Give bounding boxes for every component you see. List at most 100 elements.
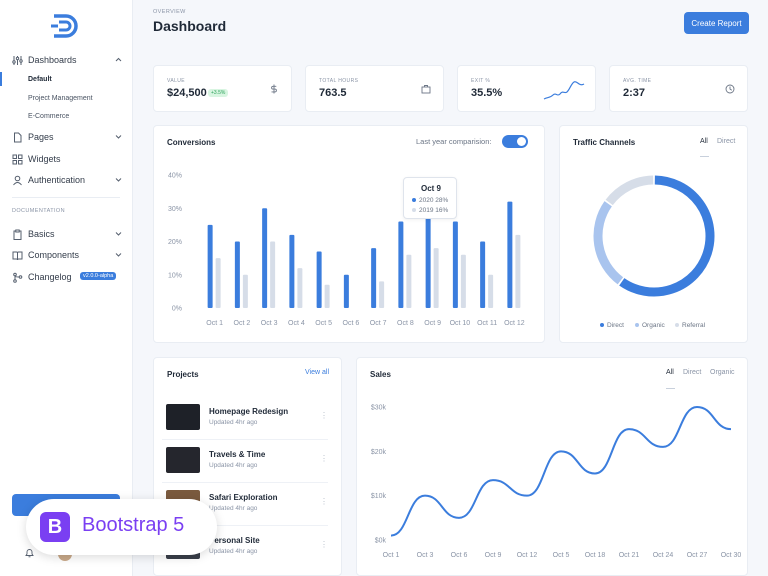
bar-2019 bbox=[297, 268, 303, 308]
sidebar-subitem-default[interactable]: Default bbox=[28, 76, 52, 83]
x-tick-label: Oct 5 bbox=[553, 552, 570, 559]
bar-2019 bbox=[270, 241, 276, 308]
bar-2020 bbox=[207, 224, 213, 308]
y-tick-label: 30% bbox=[168, 206, 182, 213]
conversions-bar-chart: 0% 10% 20% 30% 40% Oct 1 Oct 2 Oct 3 Oct 4 Oct 5 O… bbox=[168, 173, 525, 328]
tab-all[interactable]: All bbox=[666, 369, 674, 376]
x-tick-label: Oct 12 bbox=[517, 552, 538, 559]
comparison-toggle-label: Last year comparision: bbox=[416, 137, 492, 146]
chevron-down-icon bbox=[115, 232, 122, 236]
x-tick-label: Oct 24 bbox=[653, 552, 674, 559]
dollar-icon bbox=[271, 84, 277, 94]
sidebar-item-label: Changelog bbox=[28, 272, 72, 282]
project-updated: Updated 4hr ago bbox=[209, 419, 258, 426]
y-tick-label: $30k bbox=[371, 405, 387, 412]
sidebar-heading-documentation: DOCUMENTATION bbox=[12, 208, 65, 214]
active-indicator bbox=[0, 72, 2, 86]
project-name[interactable]: Personal Site bbox=[209, 536, 260, 545]
sidebar-subitem-ecommerce[interactable]: E-Commerce bbox=[28, 113, 70, 120]
x-tick-label: Oct 5 bbox=[315, 320, 332, 327]
tab-all[interactable]: All bbox=[700, 138, 708, 145]
bootstrap-label: Bootstrap 5 bbox=[82, 514, 185, 536]
stat-card-avg-time: AVG. TIME 2:37 bbox=[609, 65, 748, 112]
x-tick-label: Oct 11 bbox=[477, 320, 497, 327]
chevron-down-icon bbox=[115, 135, 122, 139]
tab-organic[interactable]: Organic bbox=[710, 369, 735, 376]
sidebar-subitem-project-management[interactable]: Project Management bbox=[28, 95, 93, 102]
tab-direct[interactable]: Direct bbox=[717, 138, 736, 145]
stat-value: 35.5% bbox=[471, 87, 503, 99]
stat-label: AVG. TIME bbox=[623, 78, 652, 84]
project-thumbnail bbox=[166, 447, 200, 473]
project-name[interactable]: Travels & Time bbox=[209, 450, 266, 459]
list-divider bbox=[162, 525, 328, 526]
chevron-up-icon bbox=[115, 57, 122, 62]
project-name[interactable]: Homepage Redesign bbox=[209, 407, 289, 416]
sidebar-item-basics[interactable]: Basics bbox=[12, 226, 122, 242]
view-all-link[interactable]: View all bbox=[305, 369, 329, 376]
y-tick-label: 20% bbox=[168, 239, 182, 246]
grid-icon bbox=[12, 154, 23, 165]
card-title: Traffic Channels bbox=[573, 138, 636, 147]
sliders-icon bbox=[12, 55, 23, 66]
create-report-button[interactable]: Create Report bbox=[684, 12, 749, 34]
card-title: Projects bbox=[167, 370, 199, 379]
stat-card-total-hours: TOTAL HOURS 763.5 bbox=[305, 65, 444, 112]
bell-icon[interactable] bbox=[25, 548, 34, 558]
y-tick-label: $0k bbox=[375, 538, 387, 545]
comparison-toggle[interactable] bbox=[502, 135, 528, 148]
x-tick-label: Oct 2 bbox=[234, 320, 251, 327]
bar-2019 bbox=[215, 258, 221, 308]
stat-value: $24,500 bbox=[167, 87, 207, 99]
sidebar-item-changelog[interactable]: Changelog bbox=[12, 269, 122, 285]
bar-2020 bbox=[371, 248, 377, 308]
stat-label: VALUE bbox=[167, 78, 186, 84]
legend-organic: Organic bbox=[635, 322, 665, 329]
sidebar-item-widgets[interactable]: Widgets bbox=[12, 151, 122, 167]
tab-direct[interactable]: Direct bbox=[683, 369, 702, 376]
legend-referral: Referral bbox=[675, 322, 705, 329]
sidebar-item-components[interactable]: Components bbox=[12, 247, 122, 263]
list-divider bbox=[162, 439, 328, 440]
more-vertical-icon[interactable]: ⋮ bbox=[320, 497, 328, 506]
y-tick-label: $20k bbox=[371, 449, 387, 456]
stat-value: 763.5 bbox=[319, 87, 347, 99]
sidebar-item-pages[interactable]: Pages bbox=[12, 129, 122, 145]
sales-line-chart: $0k $10k $20k $30k Oct 1 Oct 3 Oct 6 Oct 9 Oct 1… bbox=[371, 405, 742, 560]
project-updated: Updated 4hr ago bbox=[209, 462, 258, 469]
project-thumbnail bbox=[166, 404, 200, 430]
bar-2019 bbox=[324, 284, 330, 308]
more-vertical-icon[interactable]: ⋮ bbox=[320, 454, 328, 463]
x-tick-label: Oct 4 bbox=[288, 320, 305, 327]
x-tick-label: Oct 30 bbox=[721, 552, 742, 559]
brand-logo[interactable] bbox=[50, 12, 82, 40]
tooltip-line-2020: 2020 28% bbox=[412, 197, 448, 204]
x-tick-label: Oct 8 bbox=[397, 320, 414, 327]
stat-card-exit: EXIT % 35.5% bbox=[457, 65, 596, 112]
x-tick-label: Oct 9 bbox=[424, 320, 441, 327]
bar-2020 bbox=[234, 241, 240, 308]
tab-underline bbox=[666, 388, 675, 389]
sidebar-item-dashboards[interactable]: Dashboards bbox=[12, 52, 122, 68]
y-tick-label: 10% bbox=[168, 272, 182, 279]
chart-tooltip: Oct 9 2020 28% 2019 16% bbox=[403, 177, 457, 219]
project-name[interactable]: Safari Exploration bbox=[209, 493, 278, 502]
file-icon bbox=[12, 132, 23, 143]
y-tick-label: $10k bbox=[371, 493, 387, 500]
x-tick-label: Oct 10 bbox=[450, 320, 471, 327]
briefcase-icon bbox=[421, 85, 431, 94]
sidebar-item-authentication[interactable]: Authentication bbox=[12, 172, 122, 188]
bar-2019 bbox=[515, 234, 521, 308]
x-tick-label: Oct 1 bbox=[206, 320, 223, 327]
bar-2020 bbox=[425, 214, 431, 308]
x-tick-label: Oct 6 bbox=[343, 320, 360, 327]
stat-value: 2:37 bbox=[623, 87, 646, 99]
sales-line bbox=[390, 405, 732, 537]
more-vertical-icon[interactable]: ⋮ bbox=[320, 411, 328, 420]
trend-badge: +3.5% bbox=[208, 89, 229, 97]
donut-slice-organic bbox=[593, 201, 624, 285]
bootstrap-badge: B Bootstrap 5 bbox=[26, 499, 217, 555]
x-tick-label: Oct 7 bbox=[370, 320, 387, 327]
more-vertical-icon[interactable]: ⋮ bbox=[320, 540, 328, 549]
x-tick-label: Oct 6 bbox=[451, 552, 468, 559]
